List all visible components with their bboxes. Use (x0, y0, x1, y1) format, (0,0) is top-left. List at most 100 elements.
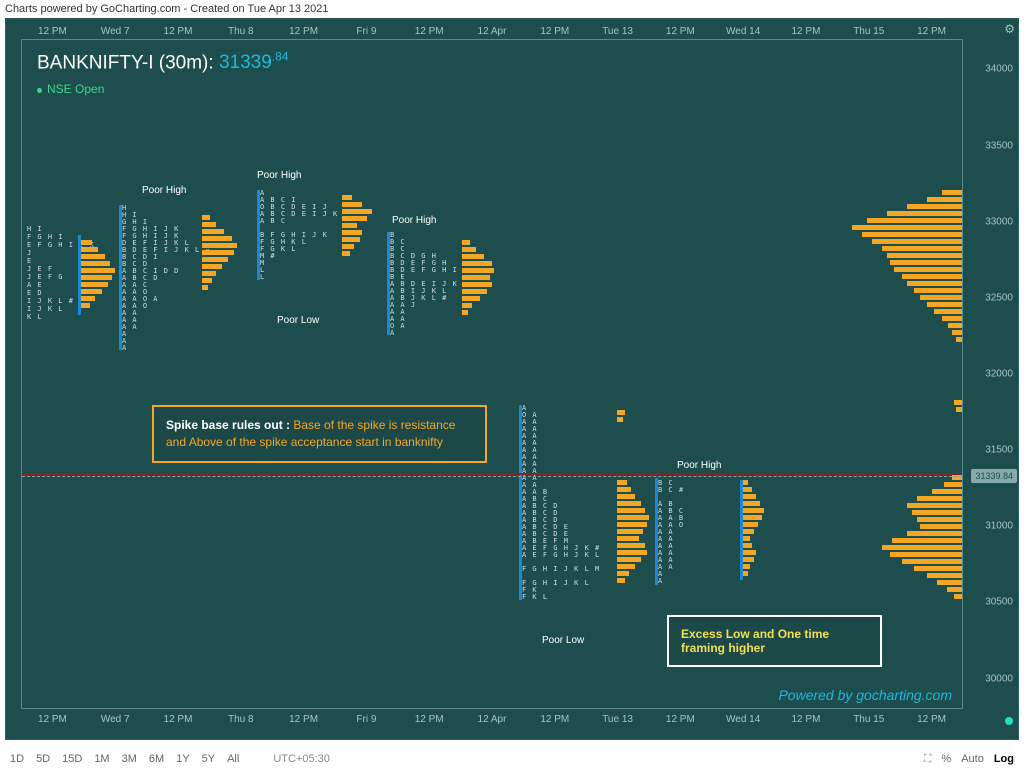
value-area-bar (78, 235, 81, 315)
volume-bar (742, 543, 752, 549)
volume-bar (927, 302, 962, 308)
tpo-row: A B C (260, 218, 286, 225)
volume-bar (342, 251, 350, 257)
scale-button-%[interactable]: % (941, 753, 951, 765)
volume-bar (890, 260, 962, 266)
volume-bar (462, 282, 492, 288)
range-button-all[interactable]: All (227, 753, 239, 765)
x-axis-label: Thu 15 (837, 714, 900, 725)
range-button-6m[interactable]: 6M (149, 753, 164, 765)
volume-bar (617, 529, 643, 535)
volume-bar (742, 536, 750, 542)
x-axis-label: Thu 15 (837, 26, 900, 37)
volume-bar (956, 337, 962, 343)
x-axis-label: Wed 14 (712, 26, 775, 37)
volume-bar (914, 566, 962, 572)
range-button-5d[interactable]: 5D (36, 753, 50, 765)
volume-bar (742, 515, 762, 521)
volume-bar (920, 524, 962, 530)
volume-bar (80, 261, 110, 267)
volume-bar (742, 550, 756, 556)
volume-bar (342, 230, 362, 236)
volume-bar (942, 190, 962, 196)
range-button-1m[interactable]: 1M (94, 753, 109, 765)
volume-bar (202, 257, 228, 263)
volume-bar (462, 254, 484, 260)
x-axis-label: Thu 8 (209, 26, 272, 37)
volume-bar (462, 275, 490, 281)
x-axis-label: 12 PM (523, 714, 586, 725)
x-axis-label: Fri 9 (335, 714, 398, 725)
x-axis-label: 12 PM (398, 714, 461, 725)
value-area-bar (119, 205, 122, 350)
volume-bar (342, 223, 357, 229)
range-button-3m[interactable]: 3M (122, 753, 137, 765)
volume-bar (342, 244, 354, 250)
volume-bar (742, 529, 754, 535)
volume-bar (617, 550, 647, 556)
volume-bar (617, 417, 623, 423)
volume-bar (920, 295, 962, 301)
y-axis-label: 30000 (985, 673, 1013, 684)
volume-bar (80, 282, 108, 288)
range-button-15d[interactable]: 15D (62, 753, 82, 765)
y-axis-label: 33000 (985, 216, 1013, 227)
expand-icon[interactable]: ⛶ (924, 753, 932, 766)
tpo-row: F G H I J K L M (522, 566, 600, 573)
volume-bar (617, 564, 635, 570)
status-dot-icon (37, 88, 42, 93)
volume-bar (944, 482, 962, 488)
volume-bar (956, 407, 962, 413)
tpo-row: K L (27, 314, 43, 321)
footer-toolbar: 1D 5D 15D 1M 3M 6M 1Y 5Y All UTC+05:30 ⛶ % Auto Lo… (0, 743, 1024, 775)
volume-bar (742, 494, 756, 500)
tpo-row: F G H I (27, 234, 64, 241)
volume-bar (742, 557, 754, 563)
scale-button-log[interactable]: Log (994, 753, 1014, 765)
volume-bar (462, 240, 470, 246)
volume-bar (80, 254, 105, 260)
y-axis-label: 32500 (985, 292, 1013, 303)
volume-bar (617, 536, 639, 542)
timezone-label[interactable]: UTC+05:30 (273, 753, 330, 765)
volume-bar (617, 410, 625, 416)
tpo-row: J E F (27, 266, 53, 273)
volume-bar (954, 400, 962, 406)
market-status: NSE Open (37, 82, 288, 96)
range-button-1y[interactable]: 1Y (176, 753, 189, 765)
volume-bar (917, 517, 962, 523)
volume-bar (890, 552, 962, 558)
x-axis-label: 12 PM (523, 26, 586, 37)
x-axis-label: 12 PM (649, 714, 712, 725)
volume-bar (937, 580, 962, 586)
y-axis-label: 33500 (985, 140, 1013, 151)
volume-bar (617, 501, 641, 507)
volume-bar (617, 515, 649, 521)
title-block: BANKNIFTY-I (30m): 31339.84 NSE Open (37, 50, 288, 96)
status-text: NSE Open (47, 82, 104, 96)
range-button-5y[interactable]: 5Y (202, 753, 215, 765)
volume-bar (617, 578, 625, 584)
range-button-1d[interactable]: 1D (10, 753, 24, 765)
volume-bar (202, 243, 237, 249)
chart-plot-area[interactable]: BANKNIFTY-I (30m): 31339.84 NSE Open 313… (21, 39, 963, 709)
tpo-row: F K L (522, 594, 548, 601)
x-axis-label: 12 PM (272, 714, 335, 725)
volume-bar (927, 197, 962, 203)
volume-bar (912, 510, 962, 516)
volume-bar (882, 246, 962, 252)
x-axis-top: 12 PMWed 712 PMThu 812 PMFri 912 PM12 Ap… (21, 21, 963, 41)
gear-icon[interactable]: ⚙ (1004, 22, 1015, 36)
volume-bar (342, 209, 372, 215)
volume-bar (80, 247, 98, 253)
value-area-bar (519, 405, 522, 600)
volume-bar (617, 480, 627, 486)
x-axis-label: 12 PM (272, 26, 335, 37)
volume-bar (742, 522, 758, 528)
volume-bar (887, 253, 962, 259)
volume-bar (462, 310, 468, 316)
scale-button-auto[interactable]: Auto (961, 753, 984, 765)
value-area-bar (387, 232, 390, 335)
volume-bar (80, 268, 115, 274)
volume-bar (742, 501, 760, 507)
